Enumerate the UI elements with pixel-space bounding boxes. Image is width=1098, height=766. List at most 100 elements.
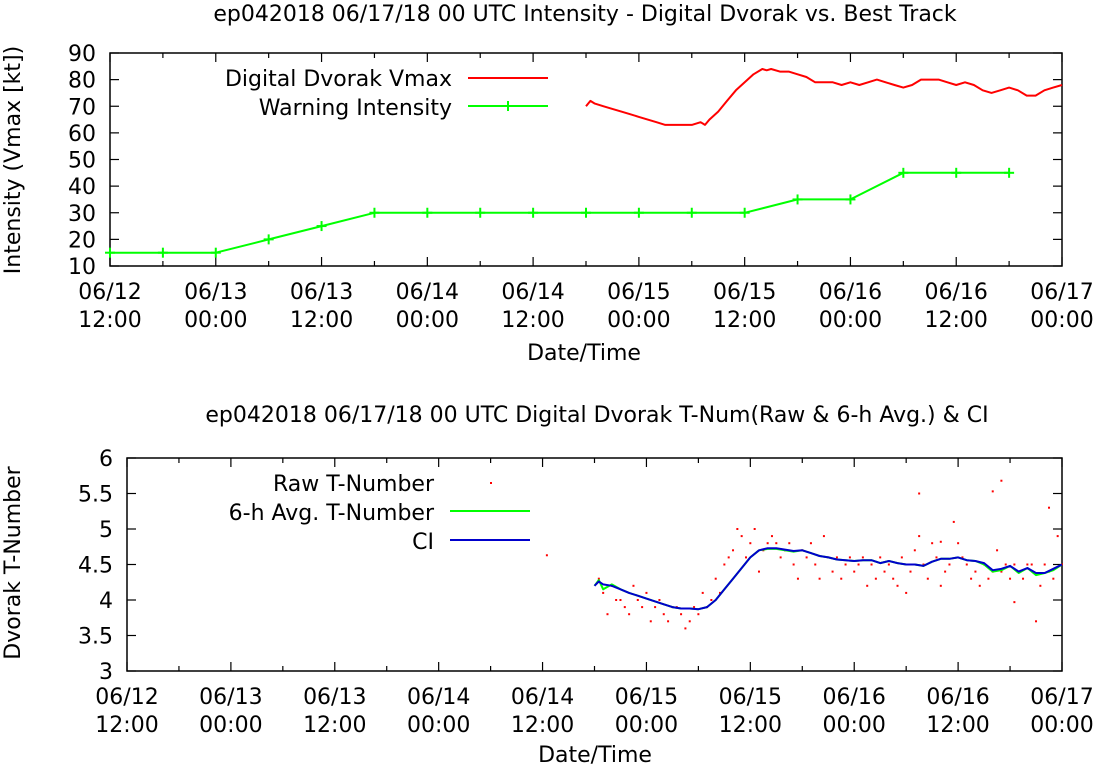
intensity-x-tick-time: 00:00 — [1030, 308, 1093, 333]
tnumber-series-raw-t-number-point — [1000, 479, 1003, 482]
intensity-x-tick-date: 06/15 — [607, 280, 670, 305]
intensity-y-tick-label: 20 — [68, 228, 96, 253]
tnumber-series-raw-t-number-point — [732, 549, 735, 552]
tnumber-series-raw-t-number-point — [948, 563, 951, 566]
tnumber-series-raw-t-number-point — [909, 570, 912, 573]
tnumber-series-raw-t-number-point — [745, 556, 748, 559]
intensity-x-tick-time: 12:00 — [713, 308, 776, 333]
intensity-x-tick-date: 06/16 — [925, 280, 988, 305]
tnumber-series-raw-t-number-point — [848, 556, 851, 559]
tnumber-series-raw-t-number-point — [939, 584, 942, 587]
intensity-x-tick-date: 06/14 — [501, 280, 564, 305]
tnumber-series-raw-t-number-point — [1022, 577, 1025, 580]
tnumber-x-tick-date: 06/16 — [823, 685, 886, 710]
tnumber-series-raw-t-number-point — [701, 591, 704, 594]
tnumber-series-raw-t-number-point — [913, 549, 916, 552]
tnumber-x-tick-date: 06/17 — [1030, 685, 1093, 710]
tnumber-series-raw-t-number-point — [719, 591, 722, 594]
tnumber-series-raw-t-number-point — [987, 577, 990, 580]
legend-label-ci: CI — [412, 530, 434, 555]
tnumber-series-raw-t-number-point — [710, 599, 713, 601]
tnumber-series-raw-t-number-point — [818, 577, 821, 580]
tnumber-series-raw-t-number-point — [658, 599, 661, 601]
tnumber-series-raw-t-number-point — [1035, 620, 1038, 623]
tnumber-x-tick-time: 00:00 — [823, 713, 886, 738]
tnumber-series-raw-t-number-point — [809, 542, 812, 545]
tnumber-series-raw-t-number-point — [740, 535, 743, 538]
tnumber-series-raw-t-number-point — [597, 577, 600, 580]
intensity-chart: ep042018 06/17/18 00 UTC Intensity - Dig… — [1, 2, 1094, 366]
intensity-y-tick-label: 10 — [68, 255, 96, 280]
tnumber-series-raw-t-number-point — [857, 563, 860, 566]
tnumber-series-raw-t-number-point — [1004, 563, 1007, 566]
tnumber-series-raw-t-number-point — [632, 584, 635, 587]
tnumber-series-raw-t-number-point — [697, 613, 700, 616]
tnumber-series-raw-t-number-point — [1030, 563, 1033, 566]
intensity-x-tick-time: 12:00 — [290, 308, 353, 333]
tnumber-series-raw-t-number-point — [788, 542, 791, 545]
tnumber-series-raw-t-number-point — [939, 540, 942, 543]
tnumber-series-raw-t-number-point — [662, 613, 665, 616]
tnumber-x-tick-time: 12:00 — [95, 713, 158, 738]
intensity-y-tick-label: 30 — [68, 202, 96, 227]
intensity-x-tick-time: 00:00 — [607, 308, 670, 333]
tnumber-series-raw-t-number-point — [965, 563, 968, 566]
tnumber-series-raw-t-number-point — [887, 563, 890, 566]
tnumber-x-tick-time: 12:00 — [511, 713, 574, 738]
intensity-x-tick-time: 00:00 — [396, 308, 459, 333]
tnumber-series-raw-t-number-point — [896, 584, 899, 587]
intensity-y-tick-label: 50 — [68, 149, 96, 174]
tnumber-series-raw-t-number-point — [1052, 577, 1055, 580]
tnumber-series-raw-t-number-point — [922, 563, 925, 566]
tnumber-x-tick-time: 12:00 — [926, 713, 989, 738]
intensity-x-tick-time: 12:00 — [78, 308, 141, 333]
tnumber-x-axis-label: Date/Time — [538, 743, 652, 766]
tnumber-y-tick-label: 3 — [99, 660, 113, 685]
tnumber-series-raw-t-number-point — [996, 549, 999, 552]
tnumber-x-tick-time: 00:00 — [199, 713, 262, 738]
tnumber-x-tick-date: 06/13 — [303, 685, 366, 710]
tnumber-series-raw-t-number-point — [1048, 506, 1051, 509]
tnumber-series-raw-t-number-point — [883, 570, 886, 573]
tnumber-series-raw-t-number-point — [970, 577, 973, 580]
intensity-chart-title: ep042018 06/17/18 00 UTC Intensity - Dig… — [213, 2, 957, 27]
tnumber-x-tick-time: 00:00 — [1030, 713, 1093, 738]
tnumber-series-raw-t-number-point — [688, 620, 691, 623]
tnumber-series-raw-t-number-point — [602, 591, 605, 594]
tnumber-series-raw-t-number-point — [892, 577, 895, 580]
tnumber-series-raw-t-number-point — [641, 606, 644, 609]
intensity-series-warning-intensity-line — [110, 171, 1010, 254]
tnumber-series-raw-t-number-point — [974, 570, 977, 573]
tnumber-series-raw-t-number-point — [978, 584, 981, 587]
tnumber-series-raw-t-number-point — [766, 542, 769, 545]
tnumber-series-raw-t-number-point — [606, 613, 609, 616]
tnumber-series-raw-t-number-point — [615, 599, 618, 601]
tnumber-series-raw-t-number-point — [853, 570, 856, 573]
tnumber-series-raw-t-number-point — [1026, 563, 1029, 566]
tnumber-series-raw-t-number-point — [831, 570, 834, 573]
tnumber-series-raw-t-number-point — [870, 563, 873, 566]
tnumber-series-raw-t-number-point — [684, 627, 687, 630]
tnumber-series-raw-t-number-point — [861, 556, 864, 559]
tnumber-series-raw-t-number-point — [636, 599, 639, 601]
tnumber-series-raw-t-number-point — [757, 570, 760, 573]
tnumber-series-raw-t-number-point — [1013, 563, 1016, 566]
tnumber-series-raw-t-number-point — [723, 563, 726, 566]
tnumber-series-raw-t-number-point — [1039, 584, 1042, 587]
intensity-y-axis-label: Intensity (Vmax [kt]) — [1, 46, 26, 274]
tnumber-series-raw-t-number-point — [957, 542, 960, 545]
tnumber-series-raw-t-number-point — [623, 606, 626, 609]
tnumber-chart-title: ep042018 06/17/18 00 UTC Digital Dvorak … — [205, 403, 988, 428]
tnumber-x-tick-time: 00:00 — [615, 713, 678, 738]
tnumber-chart: ep042018 06/17/18 00 UTC Digital Dvorak … — [1, 403, 1094, 766]
intensity-x-tick-date: 06/13 — [184, 280, 247, 305]
tnumber-y-tick-label: 4 — [99, 589, 113, 614]
tnumber-series-raw-t-number-point — [775, 542, 778, 545]
legend-label-6h-avg: 6-h Avg. T-Number — [229, 501, 435, 526]
intensity-x-tick-date: 06/13 — [290, 280, 353, 305]
tnumber-series-raw-t-number-point — [918, 492, 921, 495]
intensity-legend: Digital Dvorak Vmax Warning Intensity — [225, 67, 548, 121]
tnumber-series-raw-t-number-point — [931, 542, 934, 545]
tnumber-series-raw-t-number-point — [1043, 563, 1046, 566]
tnumber-series-raw-t-number-point — [792, 563, 795, 566]
